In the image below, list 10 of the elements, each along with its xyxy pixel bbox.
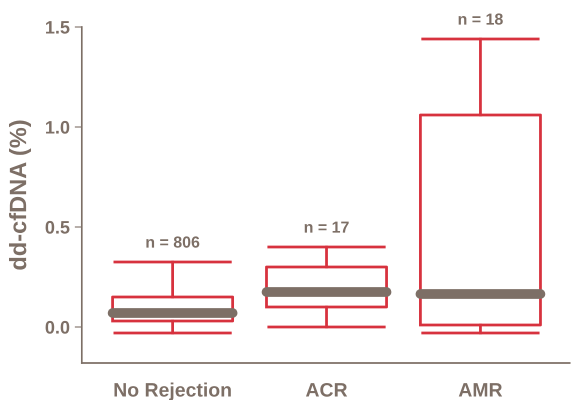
annotation: n = 806 <box>146 236 200 248</box>
x-tick-label: AMR <box>458 383 502 397</box>
text: n = 18 <box>458 13 503 25</box>
y-tick-label: 0.0 <box>46 320 70 334</box>
x-tick-label: ACR <box>306 382 348 397</box>
y-tick-label: 1.5 <box>46 21 70 34</box>
annotation: n = 17 <box>304 222 349 233</box>
y-tick-label: 0.5 <box>46 220 70 234</box>
y-tick-label: 1.0 <box>46 120 70 134</box>
y-axis-title: dd-cfDNA (%) <box>8 120 32 270</box>
